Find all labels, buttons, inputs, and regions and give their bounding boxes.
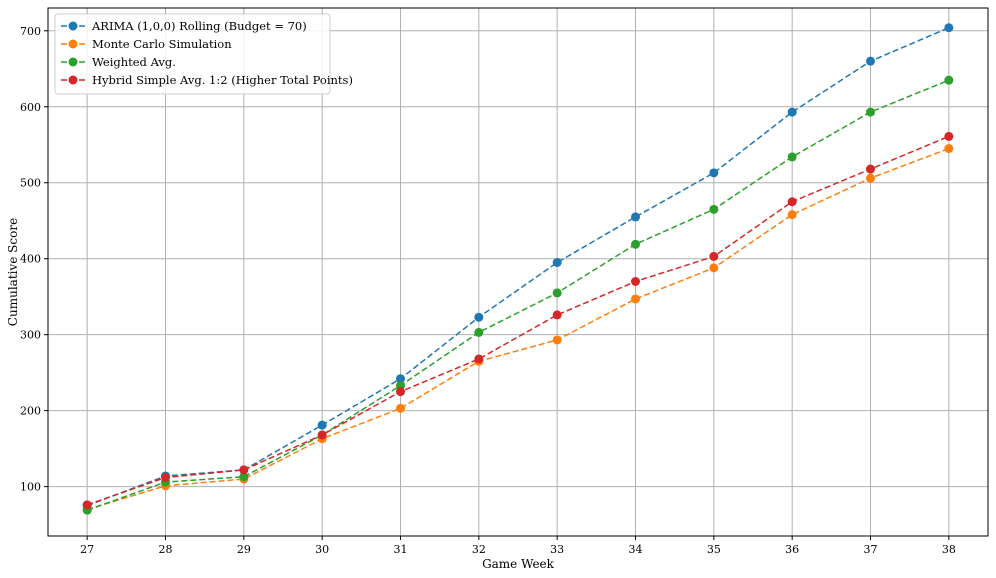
- data-point: [474, 312, 484, 322]
- legend-label: Weighted Avg.: [92, 55, 176, 69]
- data-point: [944, 75, 954, 85]
- legend-label: Hybrid Simple Avg. 1:2 (Higher Total Poi…: [92, 73, 353, 87]
- x-tick-label: 31: [394, 543, 408, 556]
- y-tick-label: 300: [20, 329, 41, 342]
- data-point: [552, 335, 562, 345]
- legend-marker: [68, 39, 78, 49]
- data-point: [474, 354, 484, 364]
- x-tick-label: 27: [80, 543, 94, 556]
- x-tick-label: 36: [785, 543, 799, 556]
- x-tick-label: 29: [237, 543, 251, 556]
- data-point: [396, 403, 405, 413]
- data-point: [944, 144, 954, 154]
- x-axis: 27 28 29 30 31 32 33 34 35 36 37 38: [80, 536, 956, 556]
- legend-entry: Weighted Avg.: [61, 55, 176, 69]
- data-point: [161, 473, 170, 483]
- x-tick-label: 37: [864, 543, 878, 556]
- data-point: [82, 500, 92, 510]
- x-axis-label: Game Week: [482, 557, 555, 571]
- data-point: [944, 23, 954, 33]
- legend-entry: Hybrid Simple Avg. 1:2 (Higher Total Poi…: [61, 73, 353, 87]
- data-point: [866, 107, 875, 117]
- data-point: [396, 387, 405, 397]
- x-tick-label: 32: [472, 543, 486, 556]
- data-point: [631, 294, 640, 304]
- legend-box: [54, 13, 331, 95]
- data-point: [944, 131, 954, 141]
- legend-entry: Monte Carlo Simulation: [61, 37, 232, 51]
- series-line: [86, 27, 950, 507]
- data-point: [709, 168, 719, 178]
- data-point: [317, 430, 327, 440]
- data-point: [709, 204, 719, 214]
- data-point: [787, 152, 797, 162]
- x-tick-label: 28: [159, 543, 173, 556]
- legend-entry: ARIMA (1,0,0) Rolling (Budget = 70): [61, 19, 307, 33]
- data-point: [317, 420, 327, 430]
- data-point: [552, 288, 562, 298]
- y-tick-label: 200: [20, 405, 41, 418]
- x-tick-label: 35: [707, 543, 721, 556]
- y-tick-label: 700: [20, 25, 41, 38]
- series-line: [86, 135, 950, 506]
- data-point: [866, 164, 875, 174]
- y-axis-label: Cumulative Score: [6, 218, 20, 326]
- x-tick-label: 30: [315, 543, 329, 556]
- data-point: [866, 173, 875, 183]
- x-tick-label: 38: [942, 543, 956, 556]
- series-layer: [82, 23, 954, 515]
- data-point: [709, 263, 719, 273]
- legend-marker: [68, 75, 78, 85]
- x-tick-label: 34: [629, 543, 643, 556]
- data-point: [866, 56, 875, 66]
- data-point: [239, 472, 249, 482]
- data-point: [552, 310, 562, 320]
- data-point: [709, 251, 719, 261]
- y-tick-label: 600: [20, 101, 41, 114]
- series-1: [82, 23, 954, 511]
- grid: [48, 8, 988, 536]
- data-point: [396, 374, 405, 384]
- legend-marker: [68, 21, 78, 31]
- series-4: [82, 131, 954, 510]
- y-tick-label: 100: [20, 481, 41, 494]
- legend-label: Monte Carlo Simulation: [92, 37, 232, 51]
- y-axis: 100 200 300 400 500 600 700: [20, 25, 48, 494]
- series-3: [82, 75, 954, 515]
- data-point: [239, 465, 249, 475]
- series-line: [86, 147, 950, 511]
- x-tick-label: 33: [550, 543, 564, 556]
- data-point: [631, 212, 640, 222]
- data-point: [787, 107, 797, 117]
- data-point: [552, 258, 562, 268]
- legend: ARIMA (1,0,0) Rolling (Budget = 70) Monte…: [54, 13, 353, 95]
- legend-marker: [68, 57, 78, 67]
- series-2: [82, 144, 954, 514]
- legend-label: ARIMA (1,0,0) Rolling (Budget = 70): [91, 19, 307, 33]
- series-line: [86, 79, 950, 511]
- y-tick-label: 500: [20, 177, 41, 190]
- y-tick-label: 400: [20, 253, 41, 266]
- data-point: [631, 276, 640, 286]
- plot-frame: [47, 7, 989, 537]
- data-point: [787, 210, 797, 220]
- data-point: [474, 327, 484, 337]
- data-point: [787, 197, 797, 207]
- data-point: [631, 239, 640, 249]
